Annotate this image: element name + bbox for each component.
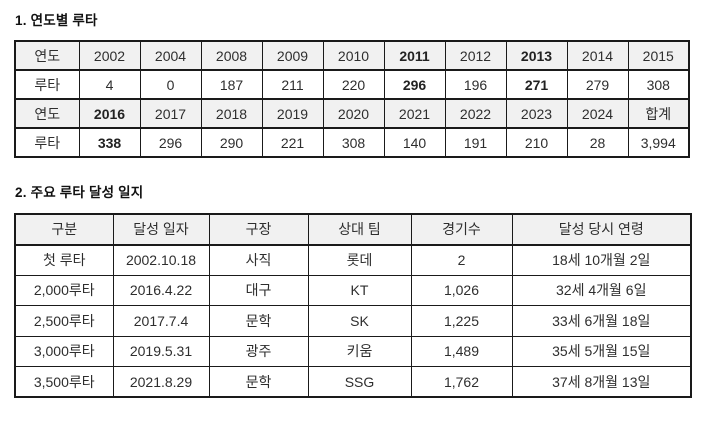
table-cell: KT (307, 274, 412, 306)
table-row: 루타 4 0 187 211 220 296 196 271 279 308 (14, 69, 690, 100)
table-cell: SSG (307, 366, 412, 398)
table-cell: 2017.7.4 (112, 305, 210, 337)
header-cell: 2016 (78, 98, 141, 129)
header-cell: 2019 (261, 98, 324, 129)
header-cell: 2021 (383, 98, 446, 129)
header-cell: 2009 (261, 40, 324, 71)
header-cell: 2004 (139, 40, 202, 71)
table-cell: 4 (78, 69, 141, 100)
table-row: 3,500루타 2021.8.29 문학 SSG 1,762 37세 8개월 13일 (14, 366, 692, 398)
table-row: 첫 루타 2002.10.18 사직 롯데 2 18세 10개월 2일 (14, 244, 692, 276)
table-cell: 279 (566, 69, 629, 100)
header-cell: 2018 (200, 98, 263, 129)
milestone-log-table: 구분 달성 일자 구장 상대 팀 경기수 달성 당시 연령 첫 루타 2002.10.18 사직… (14, 213, 692, 398)
header-cell: 연도 (14, 98, 80, 129)
table-cell: 2021.8.29 (112, 366, 210, 398)
table-cell: 1,225 (410, 305, 513, 337)
header-cell: 2017 (139, 98, 202, 129)
header-cell: 합계 (627, 98, 690, 129)
table-cell: 2016.4.22 (112, 274, 210, 306)
section2-title: 2. 주요 루타 달성 일지 (15, 185, 144, 200)
table-cell: 338 (78, 127, 141, 158)
table-cell: 사직 (208, 244, 309, 276)
table-cell: 296 (383, 69, 446, 100)
table-header-row: 연도 2016 2017 2018 2019 2020 2021 2022 2023 2024 합계 (14, 98, 690, 129)
table-cell: 2,000루타 (14, 274, 114, 306)
table-cell: 187 (200, 69, 263, 100)
header-cell: 2012 (444, 40, 507, 71)
header-cell: 2020 (322, 98, 385, 129)
table-cell: 3,000루타 (14, 335, 114, 367)
table-row: 3,000루타 2019.5.31 광주 키움 1,489 35세 5개월 15일 (14, 335, 692, 367)
header-cell: 달성 당시 연령 (511, 213, 692, 246)
table-cell: 대구 (208, 274, 309, 306)
table-cell: 140 (383, 127, 446, 158)
table-header-row: 구분 달성 일자 구장 상대 팀 경기수 달성 당시 연령 (14, 213, 692, 246)
header-cell: 2023 (505, 98, 568, 129)
header-cell: 2011 (383, 40, 446, 71)
table-cell: 28 (566, 127, 629, 158)
table-cell: 290 (200, 127, 263, 158)
section1-title: 1. 연도별 루타 (15, 13, 98, 28)
header-cell: 구분 (14, 213, 114, 246)
table-cell: 1,026 (410, 274, 513, 306)
table-cell: 308 (322, 127, 385, 158)
table-cell: 첫 루타 (14, 244, 114, 276)
header-cell: 2015 (627, 40, 690, 71)
table-cell: 211 (261, 69, 324, 100)
table-cell: SK (307, 305, 412, 337)
table-cell: 문학 (208, 305, 309, 337)
header-cell: 연도 (14, 40, 80, 71)
header-cell: 2024 (566, 98, 629, 129)
table-cell: 3,994 (627, 127, 690, 158)
table-cell: 2019.5.31 (112, 335, 210, 367)
table-row: 2,500루타 2017.7.4 문학 SK 1,225 33세 6개월 18일 (14, 305, 692, 337)
table-cell: 271 (505, 69, 568, 100)
table-cell: 2002.10.18 (112, 244, 210, 276)
yearly-total-bases-table: 연도 2002 2004 2008 2009 2010 2011 2012 2013 2014 20… (14, 40, 690, 158)
table-cell: 1,489 (410, 335, 513, 367)
header-cell: 구장 (208, 213, 309, 246)
header-cell: 2022 (444, 98, 507, 129)
header-cell: 2010 (322, 40, 385, 71)
table-cell: 191 (444, 127, 507, 158)
header-cell: 2014 (566, 40, 629, 71)
table-cell: 롯데 (307, 244, 412, 276)
table-cell: 220 (322, 69, 385, 100)
header-cell: 2013 (505, 40, 568, 71)
table-cell: 35세 5개월 15일 (511, 335, 692, 367)
table-cell: 33세 6개월 18일 (511, 305, 692, 337)
header-cell: 상대 팀 (307, 213, 412, 246)
table-header-row: 연도 2002 2004 2008 2009 2010 2011 2012 2013 2014 20… (14, 40, 690, 71)
table-cell: 308 (627, 69, 690, 100)
table-cell: 221 (261, 127, 324, 158)
document-page: 1. 연도별 루타 연도 2002 2004 2008 2009 2010 2011 2012… (14, 13, 692, 398)
table-cell: 광주 (208, 335, 309, 367)
table-cell: 루타 (14, 127, 80, 158)
table-cell: 1,762 (410, 366, 513, 398)
table-cell: 문학 (208, 366, 309, 398)
header-cell: 2002 (78, 40, 141, 71)
header-cell: 경기수 (410, 213, 513, 246)
table-row: 루타 338 296 290 221 308 140 191 210 28 3,994 (14, 127, 690, 158)
table-cell: 32세 4개월 6일 (511, 274, 692, 306)
table-cell: 2 (410, 244, 513, 276)
table-row: 2,000루타 2016.4.22 대구 KT 1,026 32세 4개월 6일 (14, 274, 692, 306)
table-cell: 210 (505, 127, 568, 158)
table-cell: 196 (444, 69, 507, 100)
table-cell: 2,500루타 (14, 305, 114, 337)
table-cell: 3,500루타 (14, 366, 114, 398)
table-cell: 37세 8개월 13일 (511, 366, 692, 398)
table-cell: 18세 10개월 2일 (511, 244, 692, 276)
table-cell: 키움 (307, 335, 412, 367)
table-cell: 296 (139, 127, 202, 158)
header-cell: 2008 (200, 40, 263, 71)
header-cell: 달성 일자 (112, 213, 210, 246)
table-cell: 루타 (14, 69, 80, 100)
table-cell: 0 (139, 69, 202, 100)
